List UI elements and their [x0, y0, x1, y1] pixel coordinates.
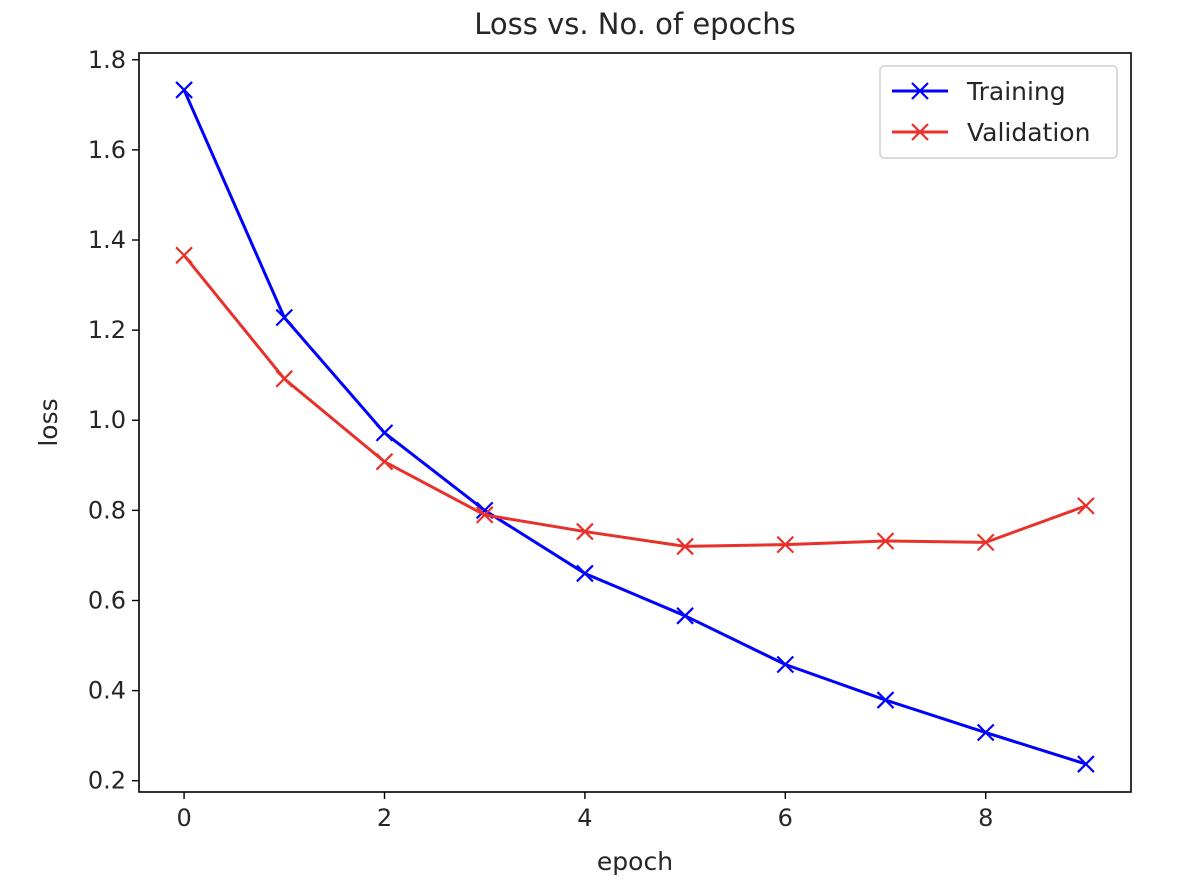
legend-swatch-marker — [911, 82, 929, 100]
y-tick-label: 1.4 — [88, 226, 126, 254]
y-tick-label: 0.2 — [88, 767, 126, 795]
y-tick-label: 0.6 — [88, 586, 126, 614]
data-point-marker — [976, 723, 995, 742]
legend-entry-validation: Validation — [892, 118, 1090, 147]
data-point-marker — [1077, 755, 1095, 773]
data-point-marker — [776, 655, 795, 674]
data-point-marker — [475, 506, 494, 524]
series-validation — [175, 246, 1095, 556]
chart-title: Loss vs. No. of epochs — [474, 7, 796, 41]
legend-entry-training: Training — [892, 77, 1066, 106]
data-point-marker — [676, 607, 694, 625]
data-point-marker — [776, 535, 795, 554]
data-point-marker — [375, 452, 394, 471]
y-tick-label: 1.2 — [88, 316, 126, 344]
legend-label: Validation — [967, 118, 1090, 147]
y-tick-label: 0.4 — [88, 677, 126, 705]
series-line-validation — [182, 253, 1088, 548]
x-axis-ticks: 0 2 4 6 8 — [176, 792, 993, 832]
legend: Training Validation — [879, 65, 1118, 159]
legend-box — [879, 65, 1118, 159]
data-point-marker — [576, 564, 594, 583]
series-line-training — [182, 88, 1088, 766]
data-point-marker — [275, 308, 294, 327]
data-point-marker — [676, 537, 694, 556]
legend-swatch-marker — [911, 123, 929, 141]
x-tick-label: 8 — [978, 804, 993, 832]
data-point-marker — [876, 532, 895, 550]
x-tick-label: 2 — [377, 804, 392, 832]
x-tick-label: 0 — [176, 804, 191, 832]
data-point-marker — [175, 81, 193, 99]
data-point-marker — [576, 522, 594, 541]
data-point-marker — [976, 533, 995, 552]
data-point-marker — [275, 370, 294, 388]
x-tick-label: 6 — [778, 804, 793, 832]
y-axis-ticks: 0.2 0.4 0.6 0.8 1.0 1.2 1.4 1.6 1.8 — [88, 46, 139, 795]
y-tick-label: 1.6 — [88, 136, 126, 164]
y-tick-label: 1.8 — [88, 46, 126, 74]
data-point-marker — [1077, 497, 1095, 515]
legend-label: Training — [966, 77, 1066, 106]
x-axis-label: epoch — [597, 847, 673, 876]
plot-area-frame — [138, 52, 1132, 793]
series-layer — [175, 81, 1095, 773]
y-tick-label: 0.8 — [88, 496, 126, 524]
y-axis-label: loss — [34, 398, 63, 446]
data-point-marker — [876, 691, 895, 709]
x-tick-label: 4 — [577, 804, 592, 832]
data-point-marker — [375, 424, 394, 442]
data-point-marker — [175, 246, 193, 265]
y-tick-label: 1.0 — [88, 406, 126, 434]
